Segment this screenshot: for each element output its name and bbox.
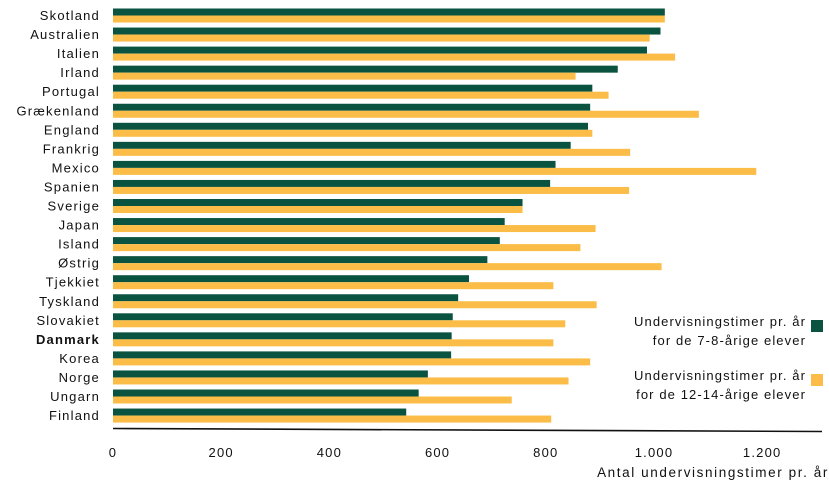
category-label: Sverige	[48, 199, 100, 214]
bar-7-8-aarige	[113, 199, 523, 206]
category-label: Japan	[59, 218, 100, 233]
bar-7-8-aarige	[113, 160, 556, 168]
bar-7-8-aarige	[113, 179, 551, 187]
bar-12-14-aarige	[113, 320, 566, 328]
bar-7-8-aarige	[113, 103, 591, 111]
bar-7-8-aarige	[113, 351, 452, 359]
bar-12-14-aarige	[113, 15, 665, 23]
x-tick-label: 600	[425, 445, 450, 460]
category-label: Skotland	[40, 8, 100, 23]
category-label: Korea	[59, 351, 100, 366]
x-tick-label: 800	[533, 445, 558, 460]
bar-7-8-aarige	[113, 84, 593, 92]
bar-12-14-aarige	[113, 72, 576, 80]
bar-7-8-aarige	[113, 122, 588, 130]
bar-7-8-aarige	[113, 27, 661, 35]
x-axis-label: Antal undervisningstimer pr. år	[597, 465, 829, 480]
x-tick-label: 0	[109, 445, 117, 460]
category-label: Frankrig	[43, 141, 100, 156]
x-tick-label: 400	[317, 445, 342, 460]
category-label: Slovakiet	[36, 313, 100, 328]
bar-7-8-aarige	[113, 65, 618, 73]
x-tick-label: 200	[209, 445, 234, 460]
category-label: Mexico	[52, 160, 100, 175]
legend-swatch	[811, 320, 823, 332]
category-label: Tyskland	[39, 294, 100, 309]
bar-12-14-aarige	[113, 129, 593, 137]
bar-12-14-aarige	[113, 34, 650, 42]
bar-12-14-aarige	[113, 53, 676, 61]
bar-12-14-aarige	[113, 339, 554, 347]
category-label: Irland	[60, 65, 100, 80]
category-label: Norge	[59, 370, 100, 385]
bar-12-14-aarige	[113, 244, 581, 252]
bar-7-8-aarige	[113, 389, 419, 397]
bar-12-14-aarige	[113, 377, 569, 385]
bar-7-8-aarige	[113, 275, 469, 283]
bar-12-14-aarige	[113, 415, 552, 423]
bar-12-14-aarige	[113, 206, 523, 213]
category-label: Ungarn	[50, 389, 100, 404]
x-tick-label: 1.000	[635, 445, 674, 460]
legend: Undervisningstimer pr. år for de 7-8-årig…	[634, 314, 823, 402]
category-label: Grækenland	[16, 103, 100, 118]
x-tick-labels: 0 200 400 600 800 1.000 1.200	[109, 445, 782, 460]
bar-7-8-aarige	[113, 141, 571, 149]
bar-7-8-aarige	[113, 46, 647, 54]
bar-7-8-aarige	[113, 218, 505, 226]
legend-label: Undervisningstimer pr. år	[634, 314, 806, 329]
bar-12-14-aarige	[113, 110, 699, 118]
category-labels: Skotland Australien Italien Irland Portugal G…	[16, 8, 100, 423]
category-label: Island	[58, 237, 100, 252]
bar-7-8-aarige	[113, 8, 665, 16]
bar-7-8-aarige	[113, 370, 428, 378]
bar-12-14-aarige	[113, 396, 512, 404]
category-label: Spanien	[44, 179, 100, 194]
category-label: Tjekkiet	[46, 275, 100, 290]
bar-7-8-aarige	[113, 237, 500, 245]
bar-12-14-aarige	[113, 91, 609, 99]
legend-swatch	[811, 374, 823, 386]
bar-7-8-aarige	[113, 294, 459, 302]
legend-label: for de 7-8-årige elever	[653, 333, 806, 348]
bar-7-8-aarige	[113, 313, 453, 321]
bar-7-8-aarige	[113, 256, 488, 264]
bar-12-14-aarige	[113, 148, 631, 156]
x-tick-label: 1.200	[743, 445, 782, 460]
legend-label: for de 12-14-årige elever	[636, 387, 806, 402]
bar-12-14-aarige	[113, 263, 662, 271]
bar-12-14-aarige	[113, 186, 630, 194]
category-label: Italien	[57, 46, 100, 61]
bar-12-14-aarige	[113, 167, 757, 175]
bar-12-14-aarige	[113, 282, 554, 290]
x-axis-line	[112, 427, 823, 433]
bar-12-14-aarige	[113, 358, 591, 366]
category-label: Danmark	[36, 332, 100, 347]
category-label: Finland	[49, 408, 100, 423]
category-label: Portugal	[42, 84, 100, 99]
bar-7-8-aarige	[113, 408, 407, 416]
category-label: England	[44, 122, 100, 137]
bar-12-14-aarige	[113, 301, 597, 309]
bar-7-8-aarige	[113, 332, 452, 340]
bar-12-14-aarige	[113, 225, 596, 233]
bars	[113, 8, 757, 423]
legend-label: Undervisningstimer pr. år	[634, 368, 806, 383]
category-label: Australien	[30, 27, 100, 42]
category-label: Østrig	[58, 256, 100, 271]
